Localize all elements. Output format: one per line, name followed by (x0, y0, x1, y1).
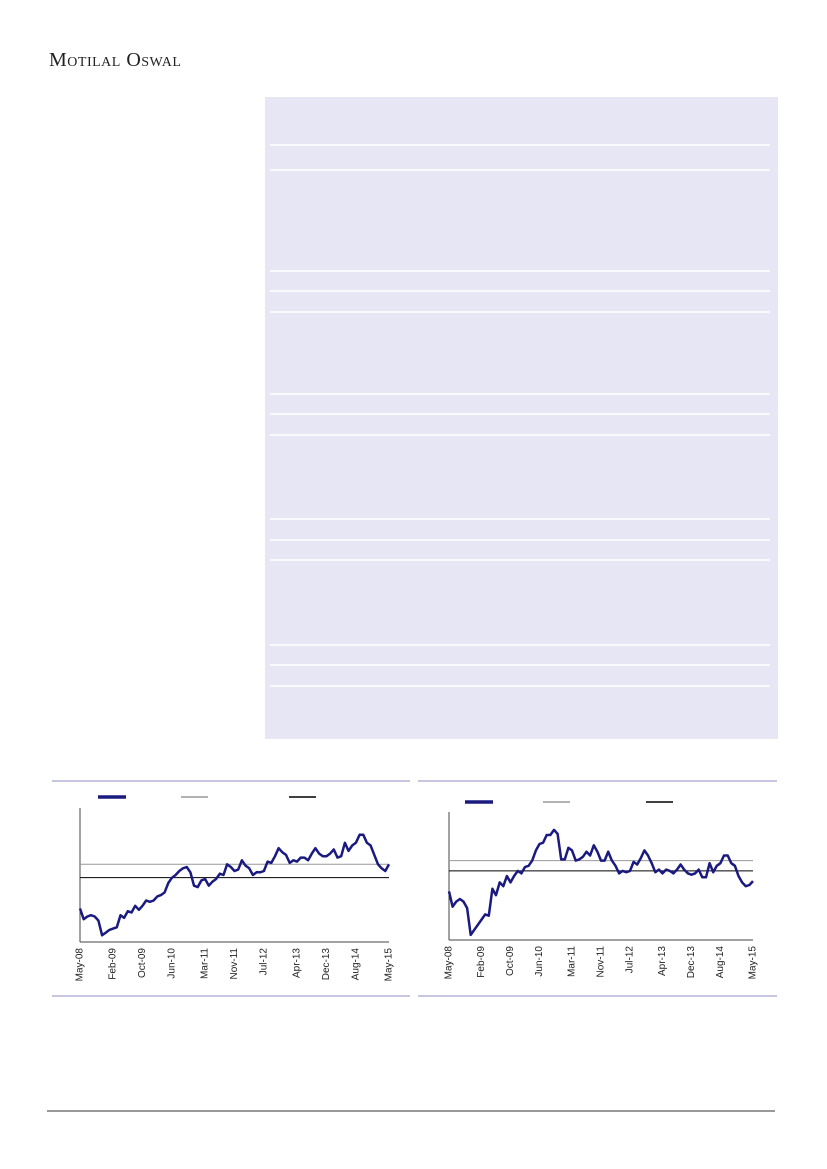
x-tick-label: Feb-09 (476, 946, 487, 978)
x-tick-label: Aug-14 (351, 948, 362, 981)
x-tick-label: Oct-09 (505, 946, 516, 976)
x-tick-label: Apr-13 (657, 946, 668, 976)
x-tick-label: Dec-13 (686, 946, 697, 979)
x-tick-label: Jun-10 (534, 946, 545, 977)
x-tick-label: Jul-12 (259, 948, 270, 976)
x-tick-label: May-08 (444, 946, 455, 980)
x-tick-label: Nov-11 (229, 948, 240, 980)
x-tick-label: Jun-10 (167, 948, 178, 979)
x-tick-label: Aug-14 (715, 946, 726, 979)
x-tick-label: Mar-11 (200, 948, 211, 979)
x-tick-label: Feb-09 (108, 948, 119, 980)
x-tick-label: Jul-12 (625, 946, 636, 974)
chart-frames (52, 780, 777, 997)
x-tick-label: May-08 (75, 948, 86, 982)
brand: Motilal Oswal (49, 49, 181, 71)
table-panel (265, 97, 778, 739)
x-tick-label: May-15 (384, 948, 395, 982)
x-tick-label: Mar-11 (567, 946, 578, 977)
series-line (447, 828, 754, 937)
series-line (78, 833, 391, 937)
x-tick-label: Nov-11 (596, 946, 607, 978)
x-tick-label: Apr-13 (292, 948, 303, 978)
x-tick-label: May-15 (748, 946, 759, 980)
x-tick-label: Dec-13 (321, 948, 332, 981)
x-tick-label: Oct-09 (137, 948, 148, 978)
table-rows (270, 144, 770, 687)
